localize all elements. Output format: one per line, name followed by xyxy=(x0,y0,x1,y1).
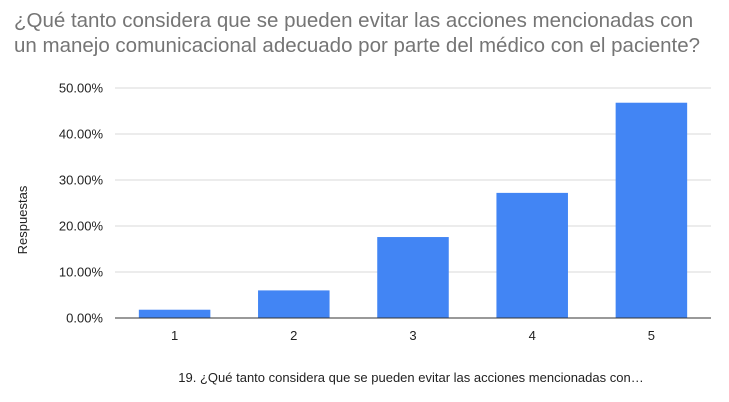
bar-3 xyxy=(377,237,449,318)
y-axis-label: Respuestas xyxy=(15,185,30,254)
y-axis-ticks: 0.00% 10.00% 20.00% 30.00% 40.00% 50.00% xyxy=(59,81,104,326)
x-axis-ticks: 1 2 3 4 5 xyxy=(171,328,655,343)
x-tick-label: 1 xyxy=(171,328,178,343)
bars xyxy=(138,102,688,318)
bar-5 xyxy=(615,102,688,318)
x-tick-label: 4 xyxy=(529,328,536,343)
x-tick-label: 5 xyxy=(648,328,655,343)
y-tick-label: 50.00% xyxy=(59,81,104,96)
y-tick-label: 40.00% xyxy=(59,127,104,142)
x-tick-label: 3 xyxy=(409,328,416,343)
bar-2 xyxy=(258,290,330,318)
x-tick-label: 2 xyxy=(290,328,297,343)
y-tick-label: 10.00% xyxy=(59,265,104,280)
bar-4 xyxy=(496,192,568,318)
y-tick-label: 0.00% xyxy=(66,311,103,326)
chart-title: ¿Qué tanto considera que se pueden evita… xyxy=(14,9,701,57)
bar-1 xyxy=(138,309,211,318)
x-axis-label: 19. ¿Qué tanto considera que se pueden e… xyxy=(178,370,643,385)
y-tick-label: 30.00% xyxy=(59,173,104,188)
y-tick-label: 20.00% xyxy=(59,219,104,234)
